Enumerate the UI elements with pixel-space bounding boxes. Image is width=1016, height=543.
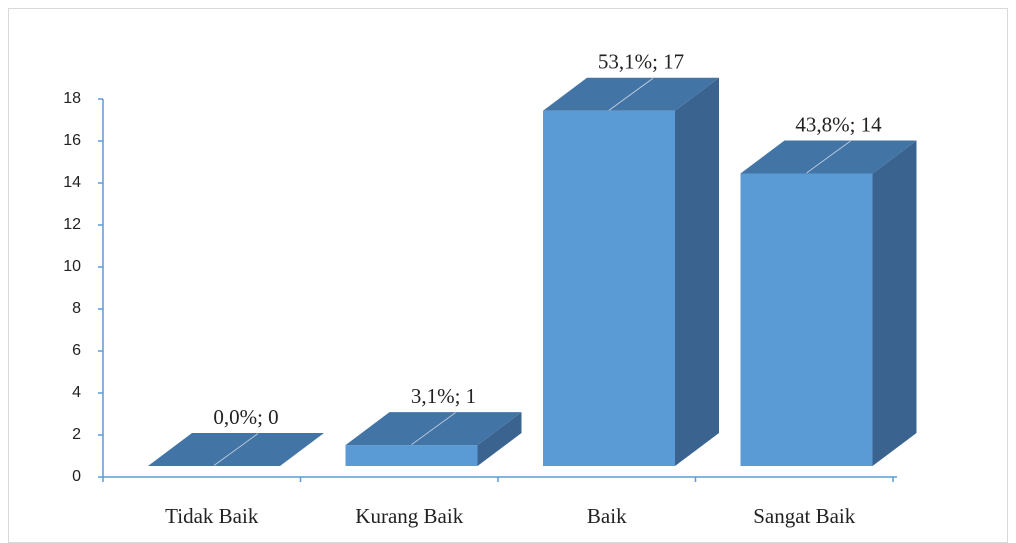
bar-front bbox=[345, 445, 478, 466]
y-tick-label: 6 bbox=[72, 342, 81, 359]
y-tick-label: 16 bbox=[63, 132, 81, 149]
value-label: 3,1%; 1 bbox=[411, 384, 476, 408]
value-label: 0,0%; 0 bbox=[213, 405, 278, 429]
bar-front bbox=[543, 110, 675, 466]
x-tick-label: Kurang Baik bbox=[355, 504, 463, 528]
bar-side bbox=[872, 140, 917, 466]
bar-side bbox=[675, 77, 719, 466]
y-tick-label: 14 bbox=[63, 174, 81, 191]
y-tick-label: 10 bbox=[63, 258, 81, 275]
x-tick-label: Sangat Baik bbox=[753, 504, 856, 528]
y-tick-label: 2 bbox=[72, 426, 81, 443]
y-tick-label: 8 bbox=[72, 300, 81, 317]
y-tick-label: 0 bbox=[72, 468, 81, 485]
leader-line bbox=[608, 77, 654, 111]
x-tick-label: Baik bbox=[587, 504, 627, 528]
x-tick-label: Tidak Baik bbox=[165, 504, 259, 528]
leader-line bbox=[411, 412, 456, 446]
y-tick-label: 18 bbox=[63, 90, 81, 107]
y-tick-label: 12 bbox=[63, 216, 81, 233]
value-label: 43,8%; 14 bbox=[795, 112, 882, 136]
bar-side bbox=[477, 412, 522, 466]
value-label: 53,1%; 17 bbox=[598, 50, 684, 74]
y-tick-label: 4 bbox=[72, 384, 81, 401]
leader-line bbox=[213, 433, 259, 466]
leader-line bbox=[806, 140, 851, 174]
bar-front bbox=[740, 173, 873, 466]
